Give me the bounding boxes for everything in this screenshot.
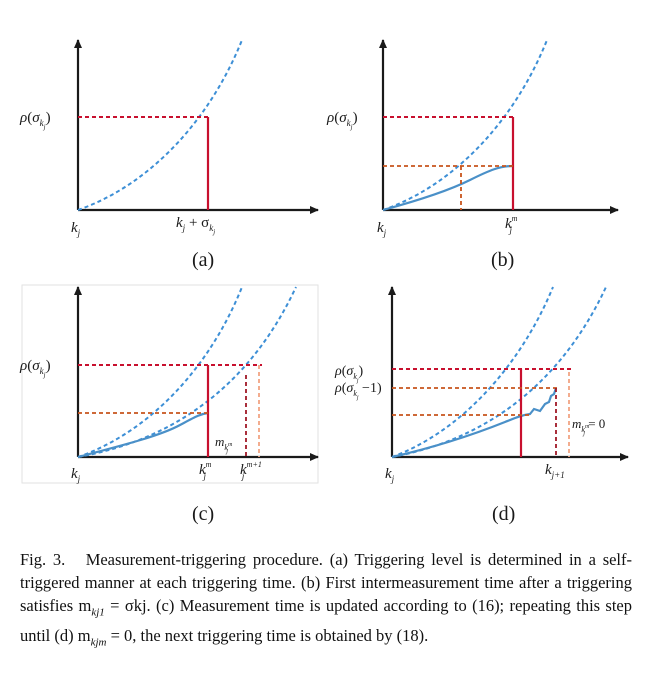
- panel-b-caption: (b): [491, 249, 514, 271]
- figure-panels: ρ(σkj) kj kj + σkj (a) ρ(σkj) kj km j (b)…: [19, 39, 629, 525]
- panel-d-dashed-curve-2: [391, 286, 607, 458]
- panel-a-y-label: ρ(σkj): [19, 110, 51, 131]
- caption-eq2-sub: kjm: [90, 636, 107, 649]
- panel-a-dashed-curve: [77, 39, 243, 211]
- panel-d-dashed-curve-1: [391, 286, 554, 458]
- panel-d-origin-label: kj: [385, 466, 395, 484]
- panel-d-caption: (d): [492, 503, 515, 525]
- panel-b-x-tick: km j: [505, 214, 518, 235]
- caption-eq1-sub: kj1: [91, 606, 105, 619]
- panel-c: ρ(σkj) mkm j kj km j km+1 j (c): [19, 284, 319, 525]
- panel-c-x-tick-1: km j: [199, 460, 212, 481]
- panel-b-origin-label: kj: [377, 220, 387, 238]
- panel-a-x-tick: kj + σkj: [176, 215, 215, 236]
- panel-d-x-tick: kj+1: [545, 462, 565, 480]
- panel-a: ρ(σkj) kj kj + σkj (a): [19, 39, 319, 271]
- panel-c-dashed-curve-2: [77, 286, 297, 458]
- panel-b-dashed-curve: [382, 39, 548, 211]
- caption-prefix: Fig. 3.: [20, 550, 66, 569]
- panel-a-caption: (a): [192, 249, 214, 271]
- caption-text: Measurement-triggering procedure. (a) Tr…: [20, 550, 633, 615]
- panel-c-frame: [21, 284, 319, 484]
- panel-c-y-label: ρ(σkj): [19, 358, 51, 379]
- panel-b-y-label: ρ(σkj): [326, 110, 358, 131]
- panel-d-annotation: mkm j = 0: [572, 416, 605, 437]
- panel-c-dashed-curve-1: [77, 286, 243, 458]
- panel-c-x-tick-2: km+1 j: [240, 460, 262, 481]
- panel-d-y-label-2: ρ(σkj −1): [334, 381, 382, 401]
- figure-caption: Fig. 3. Measurement-triggering procedure…: [20, 548, 632, 655]
- panel-d: ρ(σkj) ρ(σkj −1) mkm j = 0 kj kj+1 (d): [334, 286, 629, 525]
- panel-c-origin-label: kj: [71, 466, 81, 484]
- caption-eq1-rest: = σkj. (c) Measurement time is updated a…: [20, 596, 633, 646]
- caption-eq2-rest: = 0, the next triggering time is obtaine…: [106, 626, 429, 646]
- panel-d-solid-curve: [391, 387, 558, 459]
- panel-b: ρ(σkj) kj km j (b): [326, 39, 619, 271]
- panel-c-caption: (c): [192, 503, 214, 525]
- panel-a-origin-label: kj: [71, 220, 81, 238]
- panel-b-solid-curve: [382, 164, 514, 212]
- panel-c-solid-curve: [77, 411, 209, 459]
- panel-c-annotation: mkm j: [215, 434, 233, 455]
